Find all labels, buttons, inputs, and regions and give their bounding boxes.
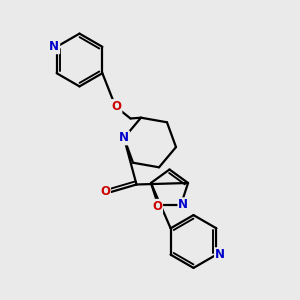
Text: N: N: [178, 198, 188, 211]
Text: N: N: [215, 248, 225, 261]
Text: O: O: [100, 184, 110, 198]
Text: N: N: [119, 131, 129, 144]
Text: O: O: [111, 100, 122, 113]
Text: N: N: [49, 40, 59, 53]
Text: O: O: [152, 200, 162, 213]
